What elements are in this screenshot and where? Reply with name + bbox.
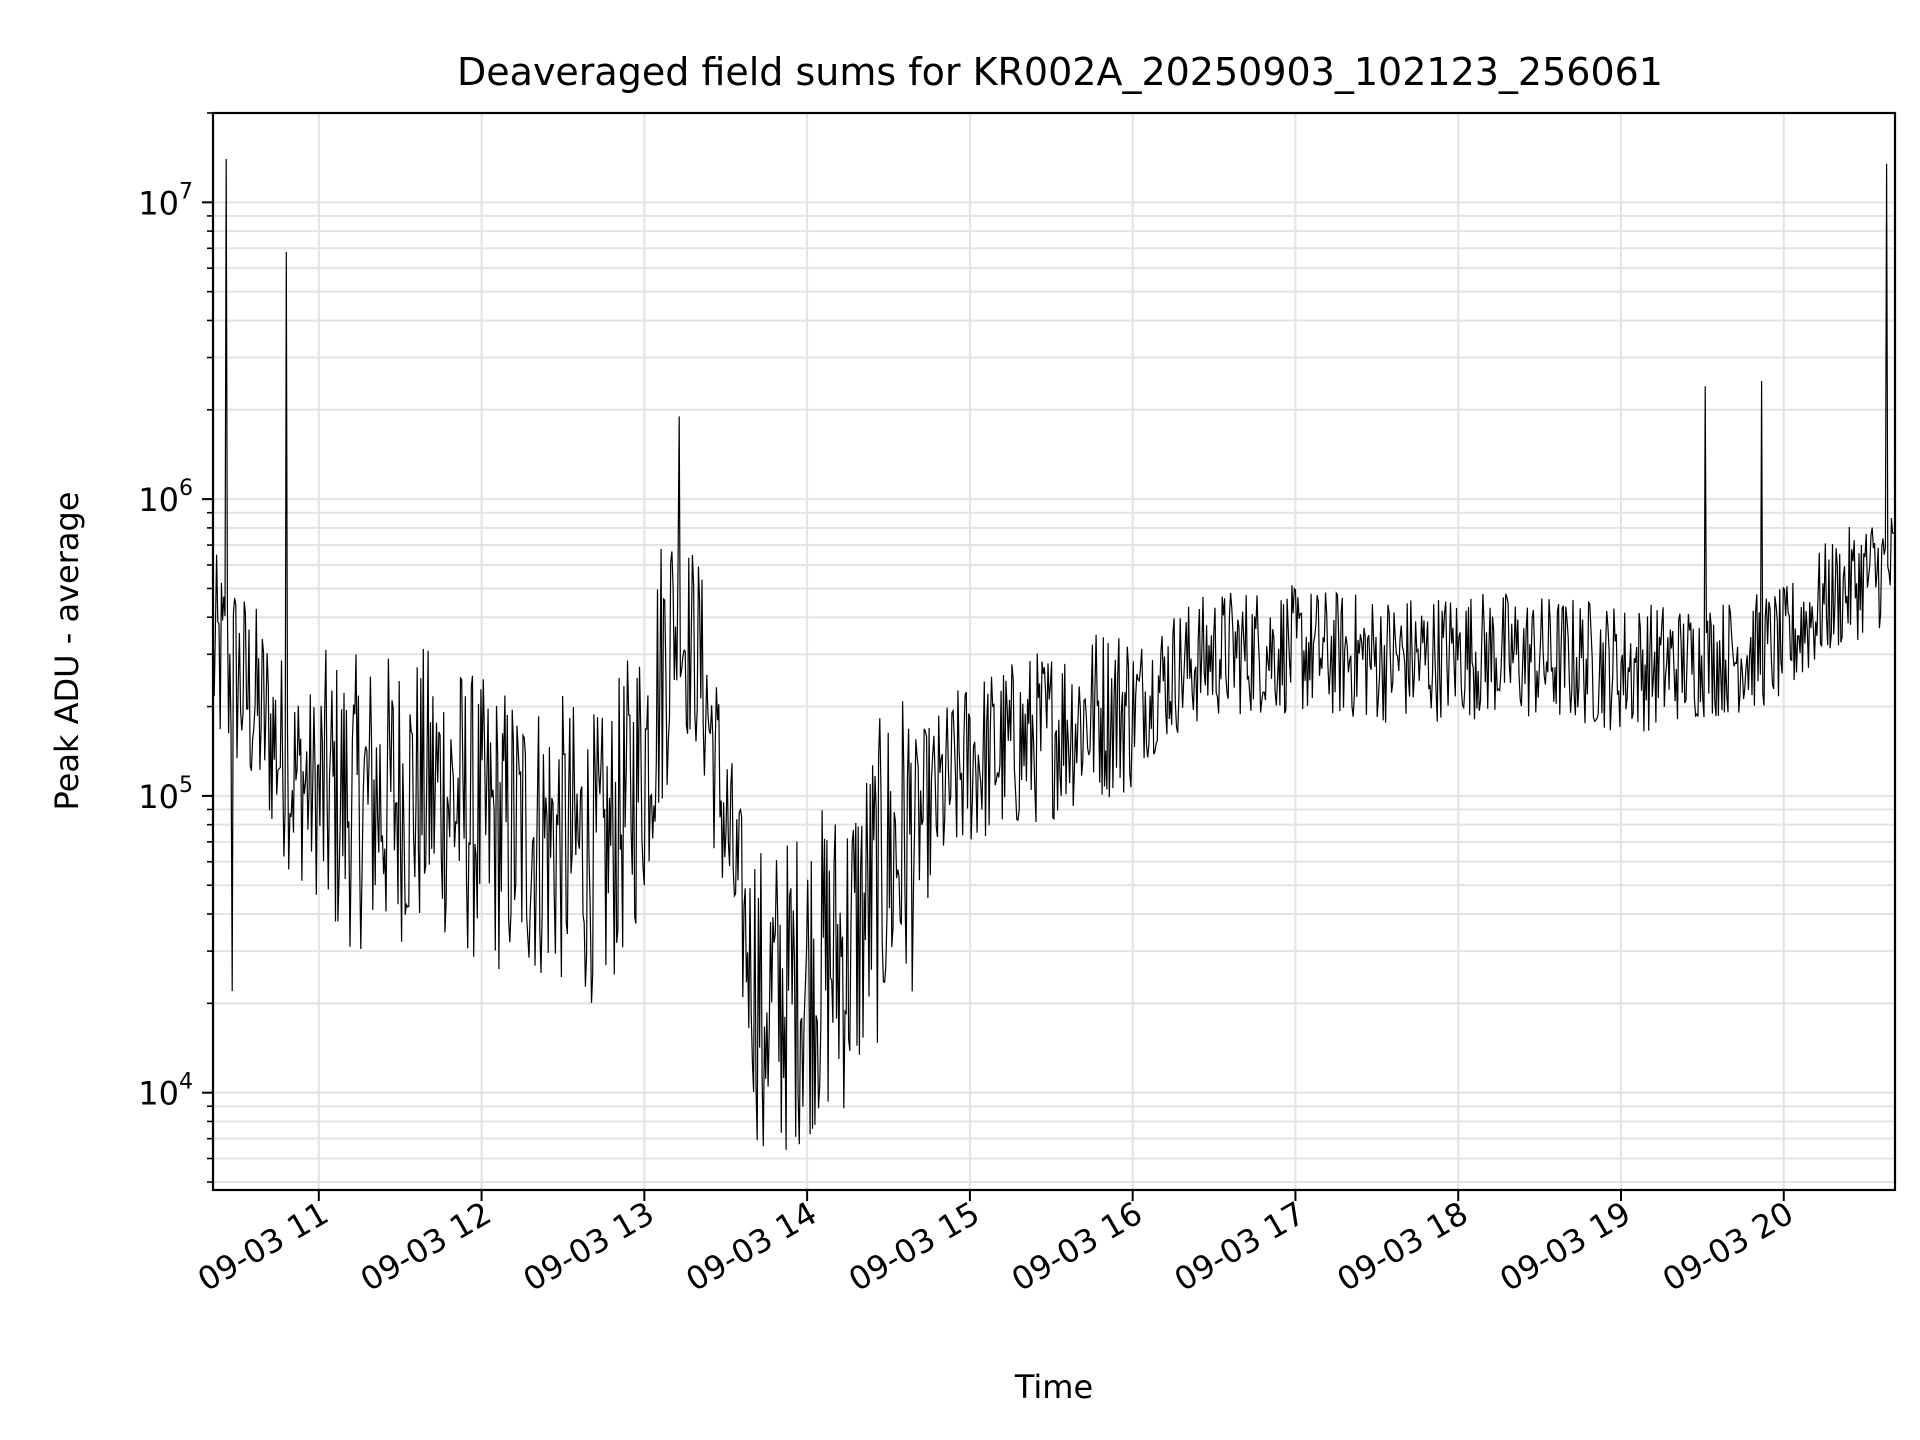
- plot-frame: [211, 111, 1897, 1192]
- x-tick-label: 09-03 17: [1168, 1194, 1312, 1299]
- x-tick-label: 09-03 16: [1005, 1194, 1149, 1299]
- x-tick-label: 09-03 15: [842, 1194, 986, 1299]
- x-axis: 09-03 11 09-03 12 09-03 13 09-03 14 09-03 15…: [191, 1190, 1800, 1299]
- x-tick-label: 09-03 18: [1331, 1194, 1475, 1299]
- x-tick-label: 09-03 11: [191, 1194, 335, 1299]
- x-tick-label: 09-03 14: [680, 1194, 824, 1299]
- y-axis: 104 105 106 107: [138, 112, 213, 1183]
- x-tick-label: 09-03 19: [1493, 1194, 1637, 1299]
- series-line: [212, 158, 1896, 1150]
- x-tick-label: 09-03 13: [517, 1194, 661, 1299]
- x-axis-label: Time: [1014, 1368, 1093, 1406]
- y-axis-label: Peak ADU - average: [48, 492, 86, 811]
- x-tick-label: 09-03 20: [1656, 1194, 1800, 1299]
- chart-title: Deaveraged field sums for KR002A_2025090…: [457, 50, 1663, 94]
- y-tick-label: 105: [138, 773, 193, 816]
- x-tick-label: 09-03 12: [354, 1194, 498, 1299]
- y-tick-label: 106: [138, 476, 193, 519]
- y-tick-label: 107: [138, 179, 193, 222]
- y-tick-label: 104: [138, 1070, 193, 1113]
